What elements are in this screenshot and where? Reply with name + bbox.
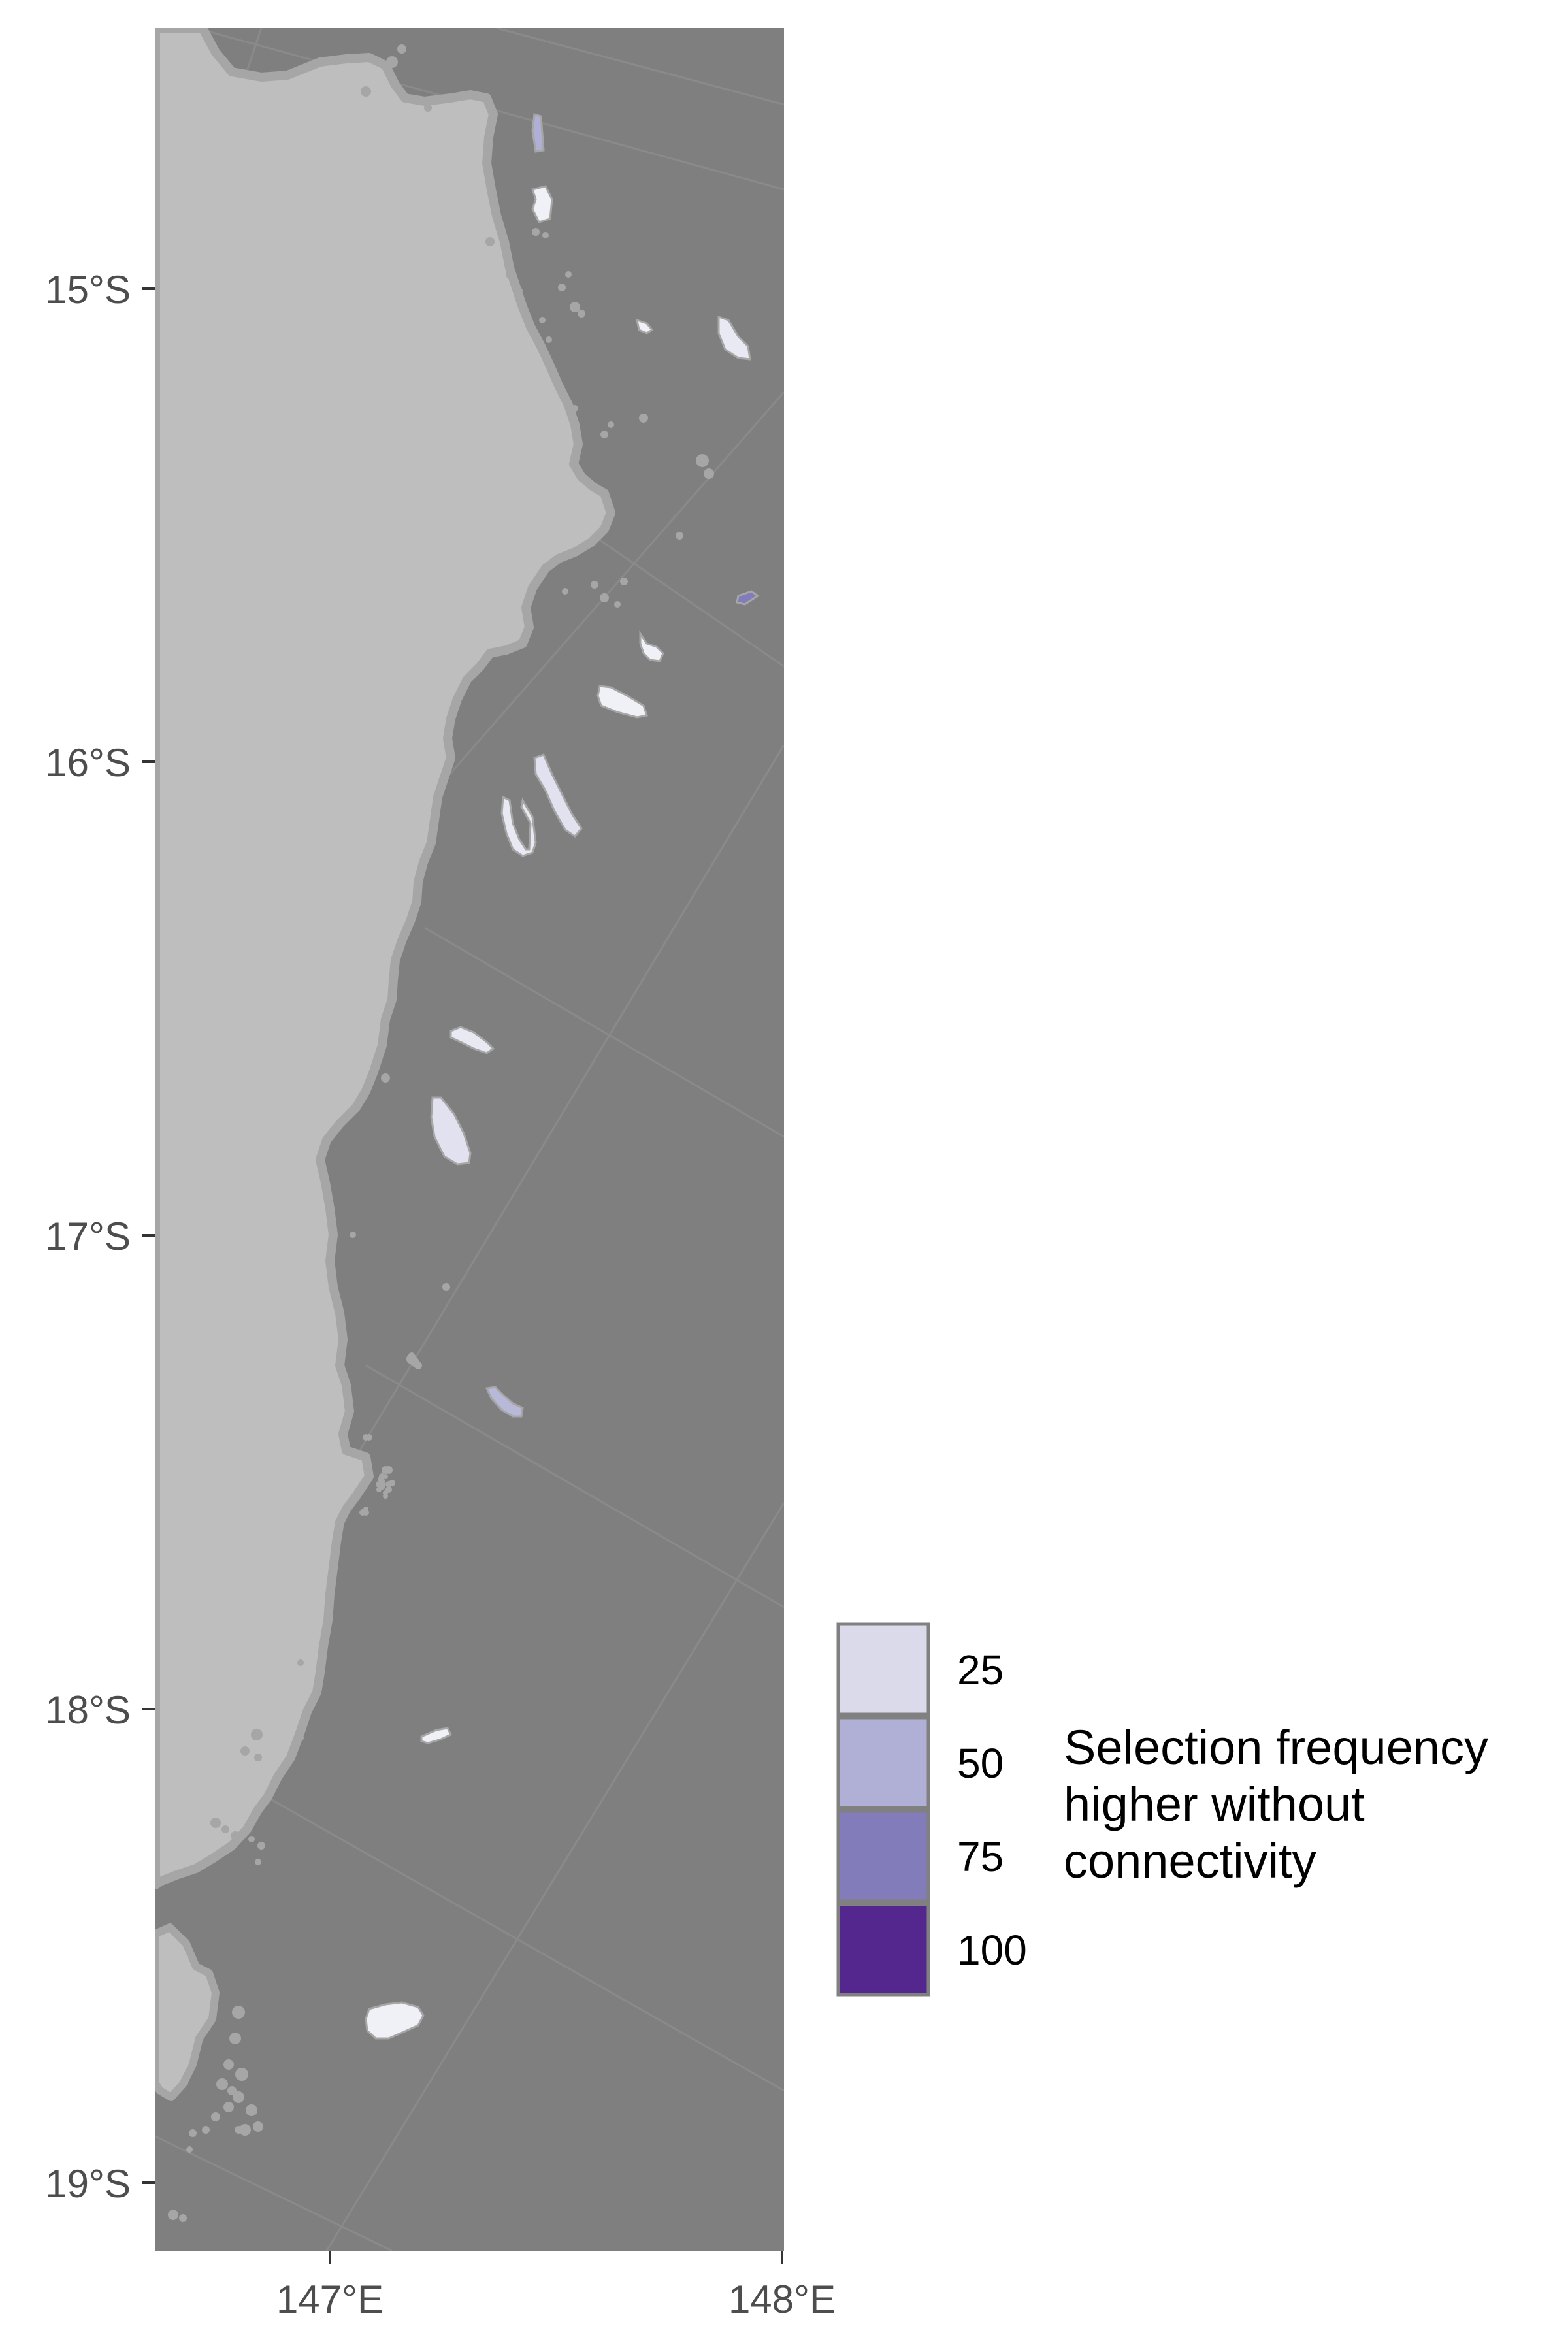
mainland bbox=[155, 28, 615, 1889]
x-axis bbox=[329, 2251, 783, 2264]
lat-tick-label: 17°S bbox=[45, 1215, 131, 1258]
reef-r14 bbox=[636, 318, 654, 335]
legend: 25 50 75 100 Selection frequency higher … bbox=[836, 1622, 1488, 1997]
legend-label: 75 bbox=[957, 1833, 1004, 1880]
map-panel bbox=[155, 28, 784, 2251]
reefs bbox=[365, 113, 760, 2040]
reef-r11 bbox=[485, 1386, 524, 1418]
lat-tick-label: 18°S bbox=[45, 1688, 131, 1732]
coastal-islands bbox=[168, 44, 714, 2222]
lat-tick-label: 19°S bbox=[45, 2162, 131, 2206]
reef-r13 bbox=[365, 2001, 425, 2040]
reef-r3 bbox=[717, 315, 751, 361]
lat-tick-label: 15°S bbox=[45, 268, 131, 312]
lon-tick-label: 148°E bbox=[728, 2278, 836, 2321]
peninsula bbox=[155, 1923, 220, 2101]
reef-r7 bbox=[533, 753, 583, 838]
legend-key-75 bbox=[836, 1809, 930, 1903]
legend-key-100 bbox=[836, 1903, 930, 1997]
legend-title-line: Selection frequency bbox=[1064, 1720, 1488, 1774]
lat-tick-label: 16°S bbox=[45, 741, 131, 785]
y-axis bbox=[142, 287, 155, 2184]
legend-label: 100 bbox=[957, 1927, 1027, 1974]
legend-label: 50 bbox=[957, 1740, 1004, 1787]
reef-r1 bbox=[531, 113, 545, 153]
legend-key-25 bbox=[836, 1622, 930, 1716]
legend-title-line: connectivity bbox=[1064, 1834, 1316, 1888]
reef-r12 bbox=[420, 1727, 453, 1744]
reef-r2 bbox=[531, 185, 553, 223]
lon-tick-label: 147°E bbox=[276, 2278, 384, 2321]
reef-r8 bbox=[500, 795, 537, 857]
legend-key-50 bbox=[836, 1716, 930, 1810]
reef-r9 bbox=[449, 1026, 495, 1054]
legend-label: 25 bbox=[957, 1646, 1004, 1693]
reef-r4 bbox=[639, 630, 664, 662]
reef-r6 bbox=[596, 685, 648, 719]
reef-r10 bbox=[430, 1096, 472, 1166]
reef-r5 bbox=[736, 590, 760, 606]
legend-title-line: higher without bbox=[1064, 1777, 1365, 1831]
